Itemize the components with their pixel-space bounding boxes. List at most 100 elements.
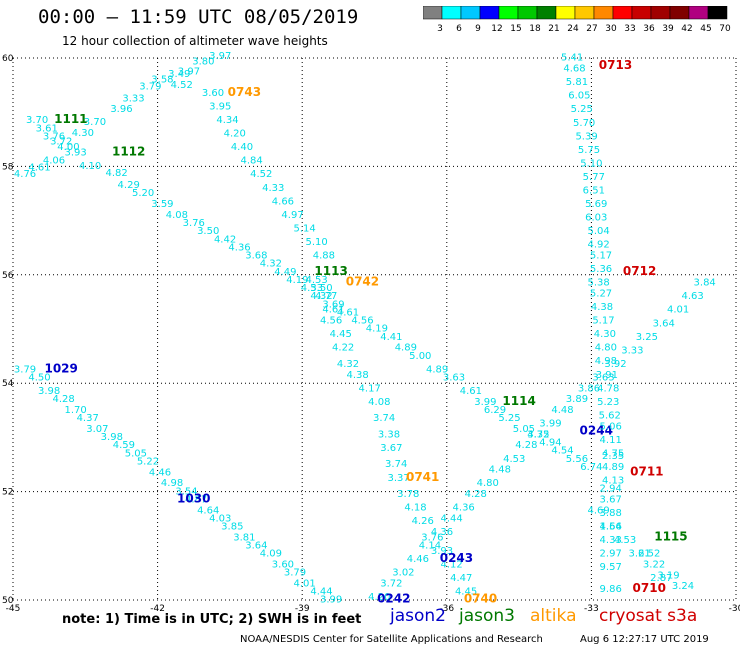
wave-height-value: 1.70 bbox=[65, 405, 87, 416]
wave-height-value: 4.56 bbox=[351, 316, 373, 327]
wave-height-value: 4.40 bbox=[231, 142, 253, 153]
wave-height-value: 4.01 bbox=[667, 305, 689, 316]
wave-height-value: 3.88 bbox=[600, 508, 622, 519]
wave-height-value: 3.89 bbox=[566, 394, 588, 405]
color-scale-label: 3 bbox=[437, 24, 443, 34]
wave-height-value: 4.53 bbox=[614, 535, 636, 546]
wave-height-value: 4.44 bbox=[310, 587, 332, 598]
wave-height-value: 4.48 bbox=[489, 465, 511, 476]
pass-time-label: 0711 bbox=[630, 464, 663, 478]
wave-height-value: 3.99 bbox=[539, 419, 561, 430]
wave-height-value: 3.22 bbox=[643, 559, 665, 570]
wave-height-value: 3.78 bbox=[397, 489, 419, 500]
wave-height-value: 4.69 bbox=[587, 505, 609, 516]
legend-cryosat: cryosat s3a bbox=[599, 606, 698, 626]
y-tick-label: 52 bbox=[2, 488, 13, 498]
pass-time-label: 1115 bbox=[654, 529, 687, 543]
x-tick-label: -45 bbox=[6, 604, 21, 614]
wave-height-value: 4.10 bbox=[79, 161, 101, 172]
color-scale-label: 70 bbox=[719, 24, 731, 34]
pass-time-label: 1030 bbox=[177, 491, 210, 505]
wave-height-value: 4.19 bbox=[366, 324, 388, 335]
wave-height-value: 5.38 bbox=[587, 278, 609, 289]
wave-height-value: 3.81 bbox=[233, 532, 255, 543]
wave-height-value: 4.61 bbox=[322, 305, 344, 316]
pass-time-label: 1114 bbox=[502, 394, 535, 408]
wave-height-value: 4.11 bbox=[600, 435, 622, 446]
wave-height-value: 4.36 bbox=[431, 527, 453, 538]
wave-height-value: 3.79 bbox=[284, 568, 306, 579]
wave-height-value: 5.00 bbox=[409, 351, 431, 362]
wave-height-value: 3.93 bbox=[431, 546, 453, 557]
pass-time-label: 0713 bbox=[599, 58, 632, 72]
wave-height-value: 4.14 bbox=[419, 541, 441, 552]
wave-height-value: 5.14 bbox=[293, 223, 315, 234]
wave-height-value: 4.59 bbox=[113, 440, 135, 451]
wave-height-value: 5.22 bbox=[137, 457, 159, 468]
wave-height-value: 4.06 bbox=[43, 156, 65, 167]
wave-height-value: 4.03 bbox=[209, 513, 231, 524]
wave-height-value: 9.86 bbox=[600, 584, 622, 595]
wave-height-value: 3.76 bbox=[43, 131, 65, 142]
wave-height-value: 2.97 bbox=[600, 549, 622, 560]
wave-height-value: 4.19 bbox=[286, 275, 308, 286]
wave-height-value: 4.94 bbox=[539, 438, 561, 449]
wave-height-value: 4.08 bbox=[368, 397, 390, 408]
wave-height-value: 3.99 bbox=[474, 397, 496, 408]
wave-height-value: 4.53 bbox=[301, 283, 323, 294]
wave-height-value: 4.32 bbox=[337, 359, 359, 370]
wave-height-value: 4.80 bbox=[477, 478, 499, 489]
wave-height-value: 4.38 bbox=[591, 302, 613, 313]
wave-height-value: 5.81 bbox=[566, 77, 588, 88]
x-tick-label: -39 bbox=[295, 604, 310, 614]
wave-height-value: 4.17 bbox=[359, 383, 381, 394]
wave-height-value: 6.29 bbox=[484, 405, 506, 416]
wave-height-value: 3.60 bbox=[272, 559, 294, 570]
wave-height-value: 4.75 bbox=[602, 448, 624, 459]
wave-height-value: 3.67 bbox=[380, 443, 402, 454]
wave-height-value: 5.25 bbox=[498, 413, 520, 424]
wave-height-value: 3.85 bbox=[221, 522, 243, 533]
wave-height-value: 3.38 bbox=[378, 429, 400, 440]
wave-height-value: 3.72 bbox=[50, 137, 72, 148]
wave-height-value: 4.33 bbox=[262, 183, 284, 194]
wave-height-value: 4.33 bbox=[600, 535, 622, 546]
color-swatch bbox=[707, 6, 728, 20]
x-tick-label: -33 bbox=[584, 604, 599, 614]
timestamp-text: Aug 6 12:27:17 UTC 2019 bbox=[580, 634, 709, 645]
wave-height-value: 3.33 bbox=[621, 345, 643, 356]
wave-height-value: 3.99 bbox=[320, 595, 342, 606]
wave-height-value: 3.60 bbox=[202, 88, 224, 99]
wave-height-value: 4.20 bbox=[368, 592, 390, 603]
footnote: note: 1) Time is in UTC; 2) SWH is in fe… bbox=[62, 612, 362, 627]
wave-height-value: 6.05 bbox=[568, 91, 590, 102]
wave-height-value: 4.50 bbox=[28, 372, 50, 383]
wave-height-value: 4.45 bbox=[330, 329, 352, 340]
wave-height-value: 4.92 bbox=[587, 240, 609, 251]
wave-height-value: 3.68 bbox=[245, 251, 267, 262]
wave-height-value: 3.25 bbox=[636, 332, 658, 343]
wave-height-value: 3.76 bbox=[421, 532, 443, 543]
wave-height-value: 5.25 bbox=[571, 104, 593, 115]
color-scale-label: 15 bbox=[510, 24, 521, 34]
wave-height-value: 3.61 bbox=[36, 124, 58, 135]
pass-time-label: 0741 bbox=[406, 470, 439, 484]
wave-height-value: 4.89 bbox=[602, 462, 624, 473]
wave-height-value: 3.58 bbox=[151, 74, 173, 85]
color-scale-label: 30 bbox=[605, 24, 617, 34]
wave-height-value: 3.02 bbox=[392, 568, 414, 579]
pass-time-label: 0244 bbox=[580, 424, 613, 438]
pass-time-label: 0243 bbox=[440, 551, 473, 565]
wave-height-value: 4.53 bbox=[503, 454, 525, 465]
wave-height-value: 6.51 bbox=[583, 186, 605, 197]
wave-height-value: 3.50 bbox=[310, 283, 332, 294]
wave-height-value: 4.28 bbox=[515, 440, 537, 451]
wave-height-value: 3.80 bbox=[192, 57, 214, 68]
wave-height-value: 3.49 bbox=[168, 69, 190, 80]
wave-height-value: 4.87 bbox=[185, 494, 207, 505]
wave-height-value: 5.20 bbox=[132, 188, 154, 199]
wave-height-value: 4.37 bbox=[77, 413, 99, 424]
wave-height-value: 5.75 bbox=[578, 145, 600, 156]
wave-height-value: 5.17 bbox=[592, 316, 614, 327]
